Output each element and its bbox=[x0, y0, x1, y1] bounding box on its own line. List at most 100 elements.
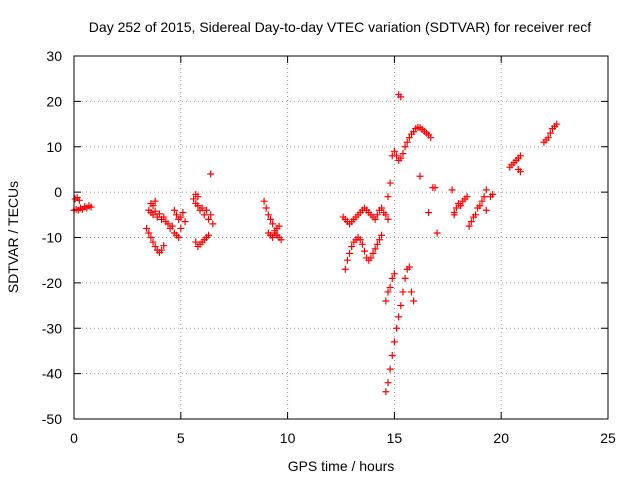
data-segment bbox=[190, 195, 217, 228]
data-point bbox=[260, 197, 268, 205]
data-point bbox=[192, 238, 200, 246]
data-point bbox=[480, 193, 488, 201]
data-point bbox=[160, 242, 168, 250]
data-point bbox=[151, 197, 159, 205]
data-point bbox=[262, 204, 270, 212]
data-point bbox=[181, 218, 189, 226]
data-segment bbox=[143, 224, 168, 256]
data-point bbox=[264, 211, 272, 219]
data-point bbox=[269, 234, 277, 241]
data-point bbox=[390, 147, 398, 155]
data-point bbox=[343, 256, 351, 264]
data-point bbox=[397, 302, 405, 310]
data-point bbox=[382, 388, 390, 396]
data-point bbox=[405, 134, 413, 142]
data-point bbox=[410, 297, 418, 305]
data-point bbox=[151, 243, 159, 251]
data-point bbox=[194, 193, 202, 201]
data-point bbox=[433, 229, 441, 237]
data-point bbox=[489, 190, 497, 198]
data-point bbox=[467, 218, 475, 226]
data-point bbox=[177, 213, 185, 221]
data-point bbox=[395, 313, 403, 321]
data-point bbox=[390, 338, 398, 346]
data-segment bbox=[431, 184, 441, 237]
data-point bbox=[373, 240, 381, 248]
data-point bbox=[427, 134, 435, 142]
x-tick-label: 20 bbox=[493, 430, 509, 446]
data-point bbox=[431, 184, 439, 192]
y-tick-label: -20 bbox=[42, 275, 62, 291]
data-segment bbox=[506, 152, 524, 171]
data-point bbox=[403, 138, 411, 146]
y-tick-labels: -50 -40 -30 -20 -10 0 10 20 30 bbox=[42, 48, 62, 427]
data-segment bbox=[382, 263, 418, 396]
data-point bbox=[87, 203, 95, 211]
data-segment bbox=[382, 270, 398, 305]
data-point bbox=[476, 202, 484, 210]
data-point bbox=[371, 215, 379, 223]
data-point bbox=[482, 186, 490, 194]
data-point bbox=[269, 220, 277, 228]
data-point bbox=[158, 246, 166, 254]
data-point bbox=[160, 213, 168, 221]
data-point bbox=[194, 202, 202, 210]
data-point bbox=[341, 265, 349, 273]
data-point bbox=[388, 274, 396, 282]
data-point bbox=[386, 179, 394, 187]
data-segment bbox=[71, 194, 83, 204]
data-point bbox=[277, 236, 285, 244]
data-point bbox=[205, 215, 213, 223]
data-segment bbox=[147, 197, 159, 210]
data-point bbox=[149, 211, 157, 219]
data-point bbox=[348, 243, 356, 251]
data-point bbox=[386, 365, 394, 373]
x-tick-label: 25 bbox=[600, 430, 616, 446]
data-point bbox=[143, 224, 151, 232]
data-segment bbox=[395, 91, 405, 101]
x-axis-label: GPS time / hours bbox=[288, 458, 395, 474]
data-segment bbox=[448, 186, 497, 219]
data-segment bbox=[339, 204, 392, 228]
x-tick-label: 15 bbox=[387, 430, 403, 446]
data-point bbox=[390, 270, 398, 278]
data-point bbox=[397, 93, 405, 101]
data-point bbox=[358, 240, 366, 248]
data-point bbox=[168, 222, 176, 230]
data-point bbox=[375, 236, 383, 244]
data-segment bbox=[207, 170, 215, 178]
data-point bbox=[472, 211, 480, 219]
data-point bbox=[155, 210, 163, 218]
data-point bbox=[397, 154, 405, 162]
y-tick-label: -30 bbox=[42, 320, 62, 336]
data-point bbox=[448, 186, 456, 194]
data-point bbox=[145, 229, 153, 237]
data-segment bbox=[170, 206, 189, 226]
x-tick-labels: 0 5 10 15 20 25 bbox=[70, 430, 616, 446]
grid-lines bbox=[74, 56, 608, 419]
data-point bbox=[450, 211, 458, 219]
data-segment bbox=[416, 172, 437, 217]
data-point bbox=[147, 234, 155, 241]
data-point bbox=[382, 211, 390, 219]
data-segment bbox=[540, 120, 561, 146]
x-tick-label: 0 bbox=[70, 430, 78, 446]
data-point bbox=[393, 324, 401, 332]
data-point bbox=[384, 379, 392, 387]
data-point bbox=[401, 274, 409, 282]
y-tick-label: -50 bbox=[42, 411, 62, 427]
data-point bbox=[378, 231, 386, 239]
data-point bbox=[388, 351, 396, 359]
y-tick-label: 10 bbox=[46, 139, 62, 155]
data-segment bbox=[388, 123, 435, 164]
y-axis-label: SDTVAR / TECUs bbox=[5, 181, 21, 293]
data-point bbox=[516, 168, 524, 176]
data-point bbox=[516, 152, 524, 160]
y-tick-label: 30 bbox=[46, 48, 62, 64]
data-point bbox=[207, 170, 215, 178]
data-point bbox=[384, 215, 392, 223]
data-segment bbox=[450, 186, 490, 230]
data-point bbox=[207, 211, 215, 219]
chart-title: Day 252 of 2015, Sidereal Day-to-day VTE… bbox=[89, 19, 591, 35]
